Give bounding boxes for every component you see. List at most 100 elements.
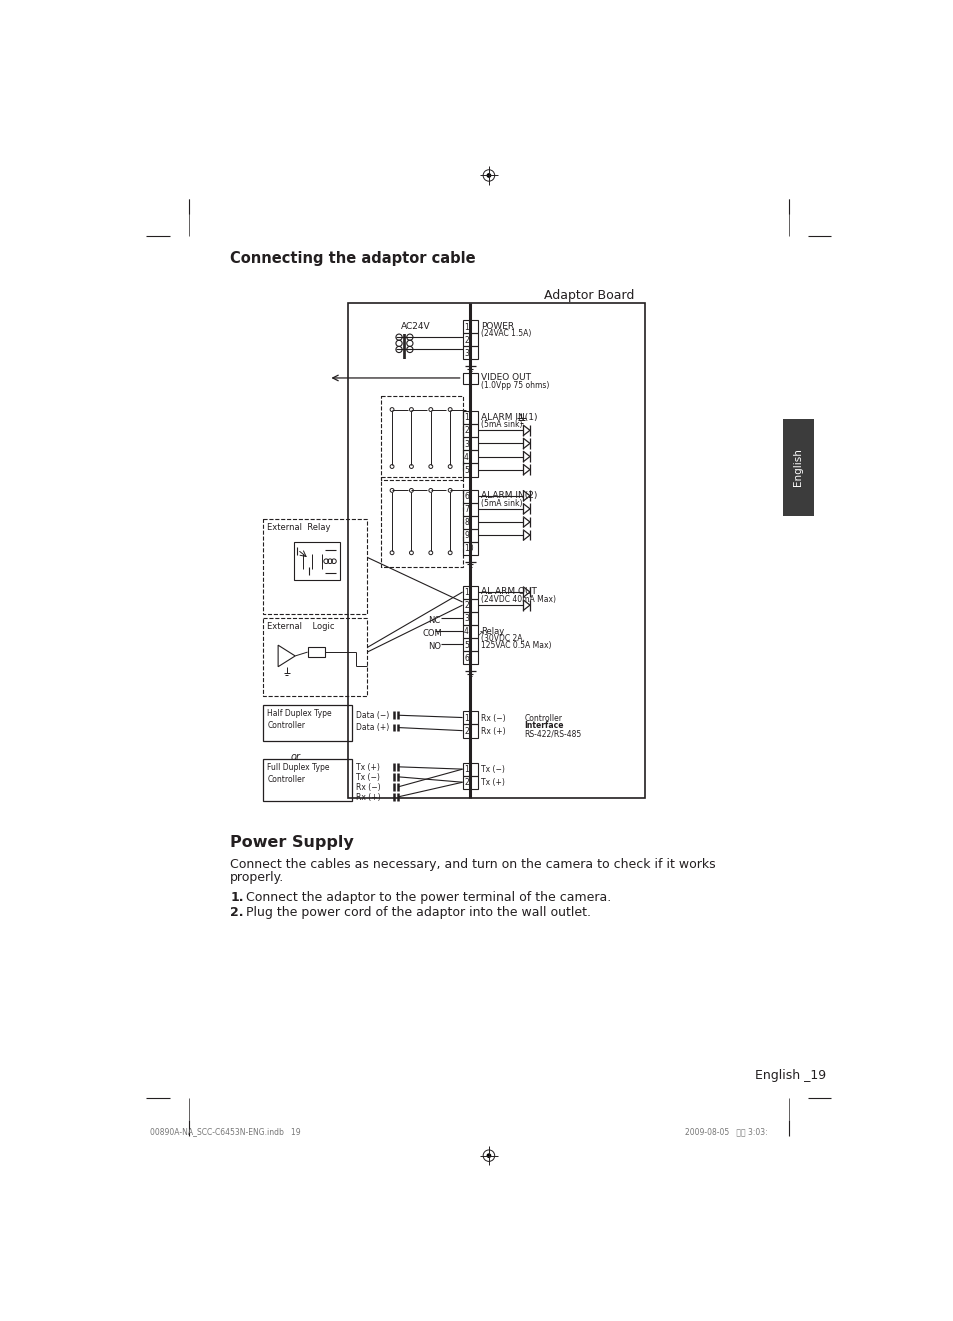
Text: Connecting the adaptor cable: Connecting the adaptor cable — [230, 251, 476, 266]
Text: Half Duplex Type: Half Duplex Type — [267, 709, 332, 719]
Text: (1.0Vpp 75 ohms): (1.0Vpp 75 ohms) — [480, 380, 549, 390]
Text: External    Logic: External Logic — [267, 622, 335, 631]
Text: 6: 6 — [464, 654, 469, 663]
Text: 5: 5 — [464, 466, 469, 474]
Text: AL ARM OUT: AL ARM OUT — [480, 588, 537, 596]
Text: 8: 8 — [464, 518, 468, 527]
Text: ALARM IN(2): ALARM IN(2) — [480, 491, 537, 501]
Text: Tx (−): Tx (−) — [355, 773, 379, 782]
Text: AC24V: AC24V — [401, 322, 431, 330]
Text: 2: 2 — [464, 778, 468, 787]
Text: ALARM IN(1): ALARM IN(1) — [480, 412, 537, 421]
Bar — [462, 503, 477, 515]
Bar — [263, 760, 352, 802]
Bar — [262, 618, 367, 696]
Text: Rx (+): Rx (+) — [355, 793, 380, 802]
Text: Tx (+): Tx (+) — [355, 764, 379, 771]
Text: or: or — [291, 752, 300, 762]
Text: 3: 3 — [464, 614, 469, 624]
Text: Rx (−): Rx (−) — [355, 783, 380, 793]
Text: Connect the cables as necessary, and turn on the camera to check if it works: Connect the cables as necessary, and tur… — [230, 857, 715, 871]
Bar — [462, 638, 477, 651]
Text: 1: 1 — [464, 322, 468, 332]
Text: 1: 1 — [464, 588, 468, 597]
Text: 6: 6 — [464, 491, 469, 501]
Bar — [462, 515, 477, 528]
Bar — [462, 320, 477, 333]
Text: Tx (−): Tx (−) — [480, 765, 504, 774]
Bar — [381, 477, 462, 567]
Bar — [462, 464, 477, 477]
Text: 00890A-NA_SCC-C6453N-ENG.indb   19: 00890A-NA_SCC-C6453N-ENG.indb 19 — [150, 1127, 300, 1136]
Text: Adaptor Board: Adaptor Board — [543, 289, 634, 303]
Text: 5: 5 — [464, 641, 469, 650]
Text: Controller: Controller — [524, 713, 562, 723]
Text: 2: 2 — [464, 427, 468, 436]
Text: 1: 1 — [464, 413, 468, 423]
Text: 2: 2 — [464, 336, 468, 345]
Text: Tx (+): Tx (+) — [480, 778, 504, 787]
Text: NO: NO — [427, 642, 440, 651]
Text: Rx (−): Rx (−) — [480, 713, 505, 723]
Text: 1: 1 — [464, 713, 468, 723]
Text: (24VDC 40mA Max): (24VDC 40mA Max) — [480, 594, 556, 604]
Text: POWER: POWER — [480, 322, 514, 330]
Text: 7: 7 — [464, 505, 469, 514]
Text: 125VAC 0.5A Max): 125VAC 0.5A Max) — [480, 641, 551, 650]
Bar — [462, 775, 477, 789]
Bar — [462, 490, 477, 503]
Text: NC: NC — [427, 616, 439, 625]
Text: 2009-08-05   오후 3:03:: 2009-08-05 오후 3:03: — [684, 1127, 767, 1136]
Bar — [462, 333, 477, 346]
Text: Plug the power cord of the adaptor into the wall outlet.: Plug the power cord of the adaptor into … — [245, 906, 590, 919]
Text: Controller: Controller — [267, 721, 305, 729]
Text: English: English — [792, 448, 802, 486]
Text: RS-422/RS-485: RS-422/RS-485 — [524, 729, 581, 738]
Text: 2: 2 — [464, 601, 468, 610]
Bar — [462, 764, 477, 775]
Text: VIDEO OUT: VIDEO OUT — [480, 374, 531, 382]
Text: Power Supply: Power Supply — [230, 835, 354, 849]
Bar — [462, 373, 477, 384]
Bar — [262, 519, 367, 614]
Text: 4: 4 — [464, 627, 469, 637]
Text: 9: 9 — [464, 531, 469, 540]
Text: (30VDC 2A,: (30VDC 2A, — [480, 634, 524, 642]
Text: (5mA sink): (5mA sink) — [480, 499, 522, 507]
Text: 4: 4 — [464, 453, 469, 461]
Text: Data (+): Data (+) — [355, 723, 389, 732]
Bar — [781, 419, 813, 515]
Text: Relay: Relay — [480, 626, 504, 635]
Text: External  Relay: External Relay — [267, 523, 331, 532]
Bar — [462, 612, 477, 625]
Text: Controller: Controller — [267, 774, 305, 783]
Bar — [294, 542, 340, 580]
Text: 3: 3 — [464, 349, 469, 358]
Text: Data (−): Data (−) — [355, 712, 389, 720]
Bar — [462, 712, 477, 724]
Bar — [462, 625, 477, 638]
Bar — [462, 411, 477, 424]
Text: properly.: properly. — [230, 871, 284, 884]
Bar — [462, 587, 477, 598]
Bar — [462, 724, 477, 737]
Text: 2: 2 — [464, 727, 468, 736]
Text: Full Duplex Type: Full Duplex Type — [267, 764, 330, 771]
Bar — [462, 528, 477, 542]
Circle shape — [487, 1155, 490, 1157]
Text: 1: 1 — [464, 765, 468, 774]
Bar — [462, 424, 477, 437]
Text: 3: 3 — [464, 440, 469, 449]
Bar — [307, 647, 324, 657]
Bar — [462, 598, 477, 612]
Text: (24VAC 1.5A): (24VAC 1.5A) — [480, 329, 531, 338]
Bar — [462, 450, 477, 464]
Text: 10: 10 — [464, 544, 474, 553]
Text: Connect the adaptor to the power terminal of the camera.: Connect the adaptor to the power termina… — [245, 890, 610, 904]
Text: English _19: English _19 — [754, 1070, 825, 1082]
Bar — [462, 346, 477, 359]
Circle shape — [487, 174, 490, 177]
Text: 2.: 2. — [230, 906, 243, 919]
Bar — [462, 542, 477, 555]
Bar — [263, 705, 352, 741]
